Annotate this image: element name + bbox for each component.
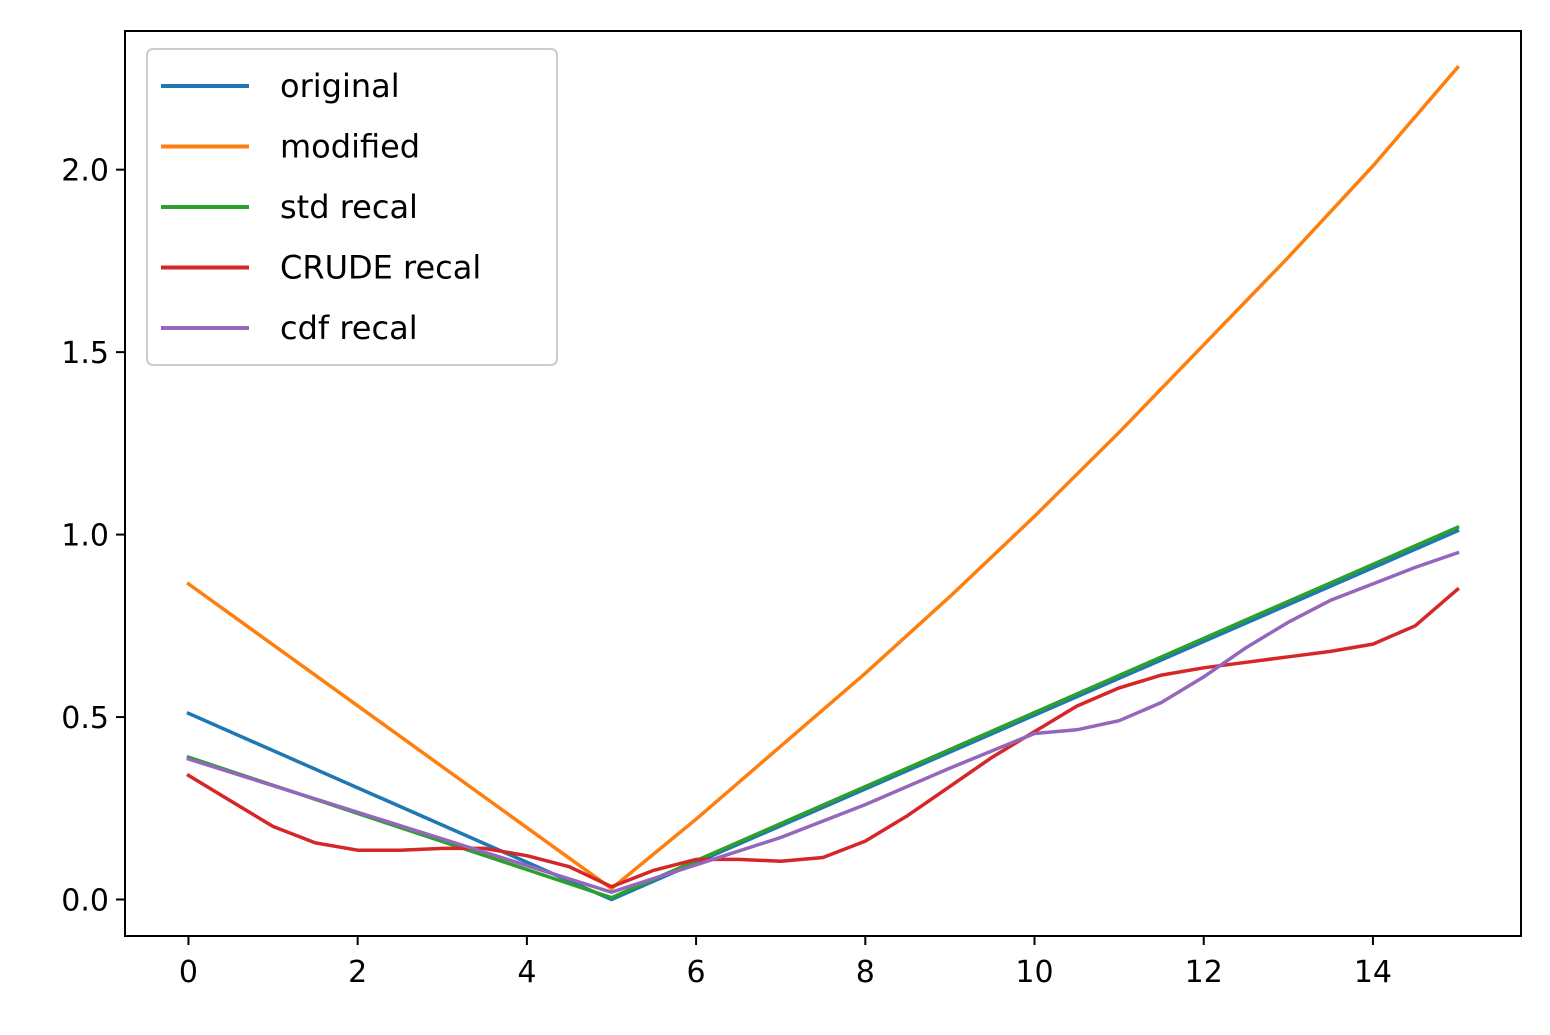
x-tick-label: 8	[856, 955, 875, 990]
x-tick-label: 6	[687, 955, 706, 990]
legend-box	[146, 48, 558, 366]
series-layer	[186, 65, 1460, 902]
axes-frame	[124, 30, 1522, 937]
x-tick-label: 4	[517, 955, 536, 990]
x-tick-label: 0	[179, 955, 198, 990]
y-tick-label: 1.0	[61, 519, 109, 554]
y-tick-label: 2.0	[61, 154, 109, 189]
legend-label: std recal	[280, 188, 418, 226]
legend-label: modified	[280, 128, 420, 166]
x-tick-label: 2	[348, 955, 367, 990]
series-line-original	[186, 528, 1460, 902]
y-tick-label: 1.5	[61, 336, 109, 371]
series-line-cdf-recal	[186, 550, 1460, 894]
x-axis: 0 2 4 6 8 10 12 14	[179, 936, 1392, 990]
y-tick-label: 0.0	[61, 884, 109, 919]
legend-label: CRUDE recal	[280, 249, 481, 287]
x-tick-label: 10	[1015, 955, 1053, 990]
y-tick-label: 0.5	[61, 701, 109, 736]
x-tick-label: 12	[1185, 955, 1223, 990]
legend-label: cdf recal	[280, 309, 418, 347]
legend-label: original	[280, 67, 400, 105]
x-tick-label: 14	[1354, 955, 1392, 990]
series-line-crude-recal	[186, 586, 1460, 889]
y-axis: 0.0 0.5 1.0 1.5 2.0	[61, 154, 125, 919]
legend: original modified std recal CRUDE recal cdf …	[146, 48, 558, 366]
series-line-modified	[186, 65, 1460, 891]
